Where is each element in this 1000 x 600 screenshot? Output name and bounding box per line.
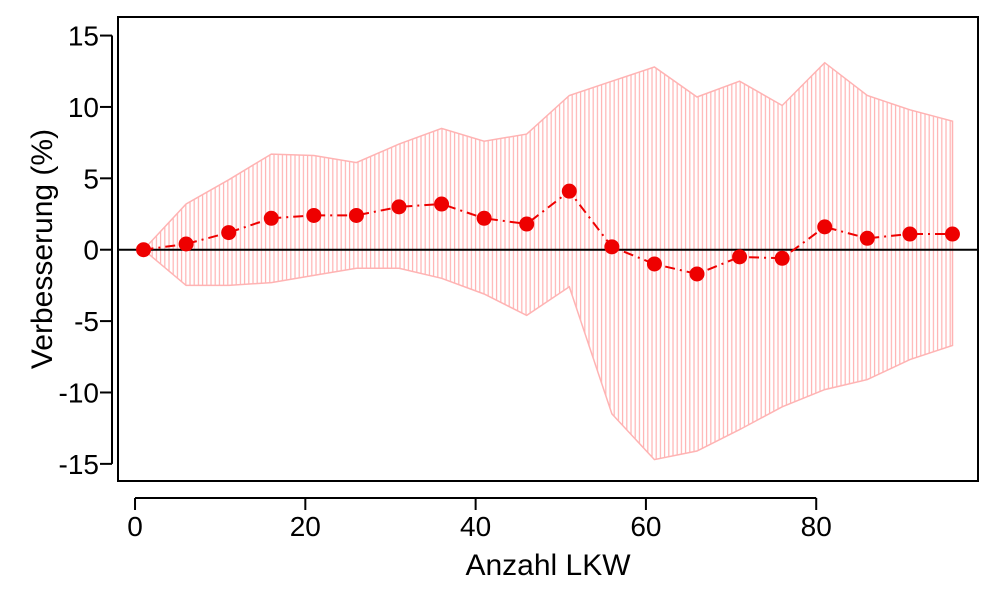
plot-frame <box>117 16 979 482</box>
x-tick-label: 40 <box>460 511 491 542</box>
y-tick-label: 5 <box>83 163 99 194</box>
data-point <box>732 249 748 265</box>
data-point <box>136 242 152 258</box>
data-point <box>476 210 492 226</box>
data-point <box>944 226 960 242</box>
y-tick-label: -10 <box>59 377 99 408</box>
x-axis-label: Anzahl LKW <box>465 549 631 582</box>
data-point <box>348 207 364 223</box>
y-tick-label: -5 <box>74 306 99 337</box>
x-tick-label: 80 <box>801 511 832 542</box>
y-tick-label: 0 <box>83 235 99 266</box>
y-axis: -15 -10 -5 0 5 10 15 <box>59 21 113 480</box>
x-tick-label: 0 <box>127 511 143 542</box>
x-tick-label: 60 <box>630 511 661 542</box>
data-point <box>604 239 620 255</box>
data-point <box>817 219 833 235</box>
x-axis: 0 20 40 60 80 <box>127 497 832 542</box>
data-point <box>859 230 875 246</box>
y-tick-label: -15 <box>59 449 99 480</box>
data-point <box>263 210 279 226</box>
data-point <box>391 199 407 215</box>
series-points <box>136 183 960 282</box>
confidence-band <box>142 61 954 461</box>
data-point <box>519 216 535 232</box>
data-point <box>306 207 322 223</box>
data-point <box>434 196 450 212</box>
band-area <box>142 61 954 461</box>
y-axis-label: Verbesserung (%) <box>26 129 59 369</box>
y-tick-label: 15 <box>68 21 99 52</box>
x-tick-label: 20 <box>290 511 321 542</box>
data-point <box>689 266 705 282</box>
y-tick-label: 10 <box>68 92 99 123</box>
data-point <box>774 250 790 266</box>
data-point <box>221 225 237 241</box>
data-point <box>178 236 194 252</box>
data-point <box>561 183 577 199</box>
data-point <box>646 256 662 272</box>
data-point <box>902 226 918 242</box>
